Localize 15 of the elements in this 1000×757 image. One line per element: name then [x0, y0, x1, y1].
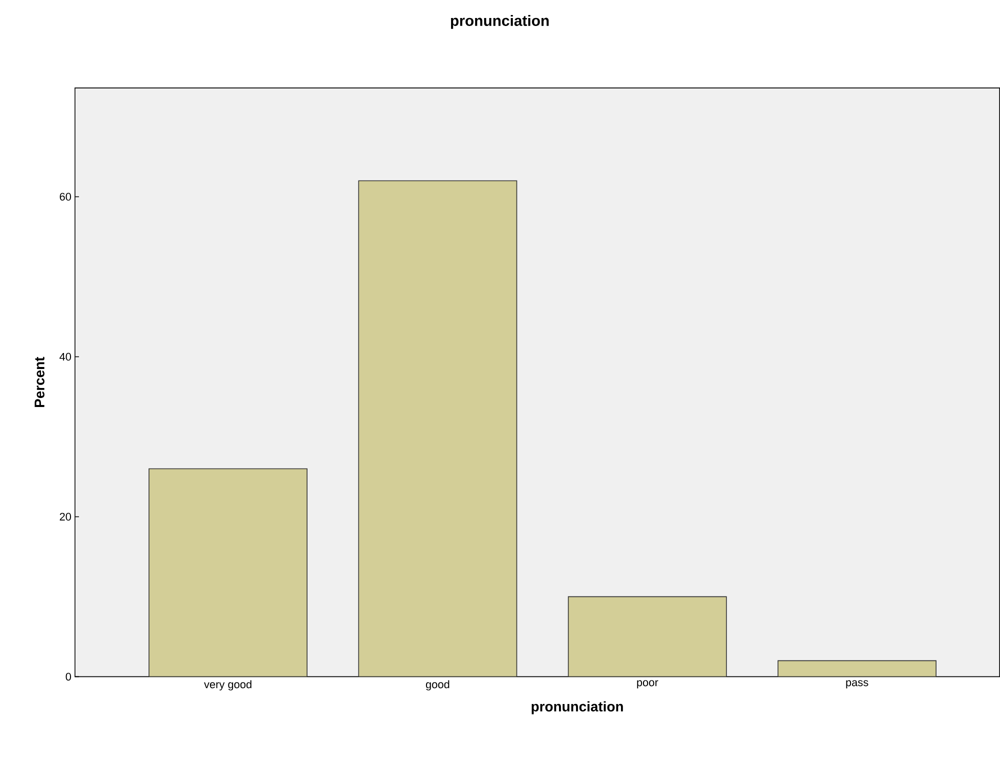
bar: [148, 468, 308, 677]
x-tick-label: pass: [846, 680, 868, 689]
y-tick-label: 0: [66, 672, 72, 681]
y-tick-label: 40: [60, 353, 72, 361]
x-tick-label: good: [426, 680, 450, 691]
x-tick-label: poor: [637, 680, 658, 689]
x-tick-label: very good: [204, 680, 252, 691]
y-tick-label: 20: [60, 513, 72, 521]
bar: [358, 180, 517, 677]
y-axis-title: Percent: [34, 357, 44, 408]
x-axis-title: pronunciation: [532, 701, 623, 714]
y-tick-label: 60: [60, 193, 72, 201]
chart-title: pronunciation: [450, 15, 549, 30]
bar: [568, 596, 727, 677]
bar: [778, 660, 936, 677]
